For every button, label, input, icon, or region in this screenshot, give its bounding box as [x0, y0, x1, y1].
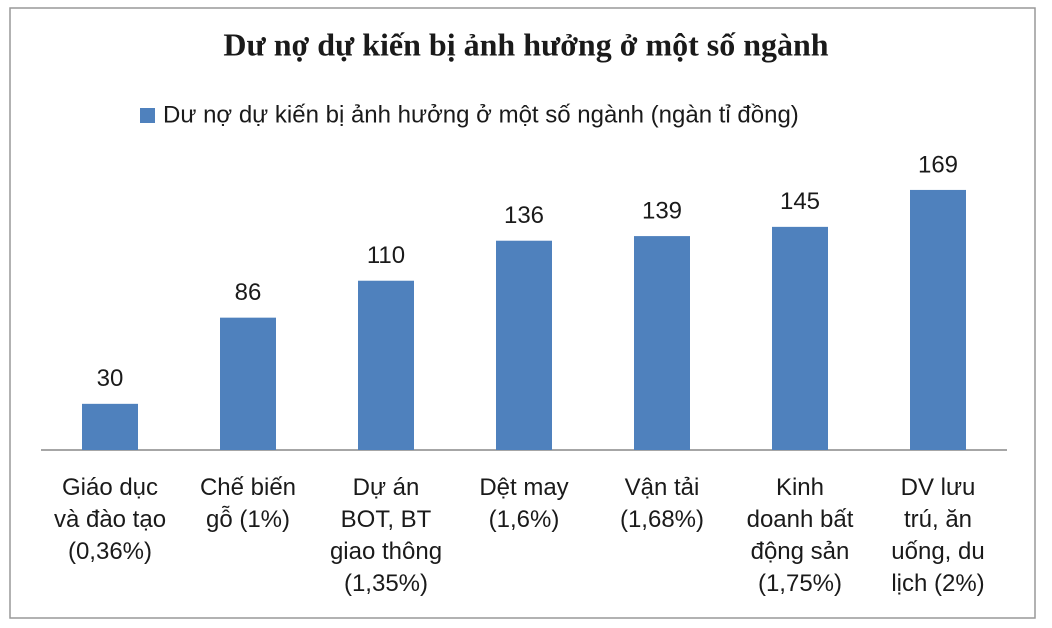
x-tick-label: Vận tải (1,68%)	[619, 474, 705, 533]
data-label: 30	[97, 365, 124, 392]
bar	[496, 240, 552, 450]
data-label: 169	[918, 151, 958, 178]
x-tick-label: Dệt may (1,6%)	[479, 474, 569, 533]
x-tick-label: Chế biến gỗ (1%)	[199, 474, 297, 533]
bar	[634, 236, 690, 450]
bar	[220, 317, 276, 450]
data-label: 110	[367, 242, 405, 269]
data-label: 136	[504, 202, 544, 229]
data-label: 139	[642, 197, 682, 224]
x-tick-label: DV lưu trú, ăn uống, du lịch (2%)	[891, 474, 985, 597]
data-label: 145	[780, 188, 820, 215]
bar	[910, 189, 966, 450]
x-tick-label: Dự án BOT, BT giao thông (1,35%)	[329, 474, 443, 597]
chart-title: Dư nợ dự kiến bị ảnh hưởng ở một số ngàn…	[223, 26, 828, 62]
legend-swatch	[140, 108, 155, 123]
data-label: 86	[235, 279, 262, 306]
bar	[772, 226, 828, 450]
frame	[9, 7, 1036, 619]
bar	[358, 280, 414, 450]
legend-label: Dư nợ dự kiến bị ảnh hưởng ở một số ngàn…	[163, 101, 799, 128]
x-tick-label: Kinh doanh bất động sản (1,75%)	[746, 474, 854, 597]
bar	[82, 403, 138, 450]
x-tick-label: Giáo dục và đào tạo (0,36%)	[53, 474, 167, 565]
